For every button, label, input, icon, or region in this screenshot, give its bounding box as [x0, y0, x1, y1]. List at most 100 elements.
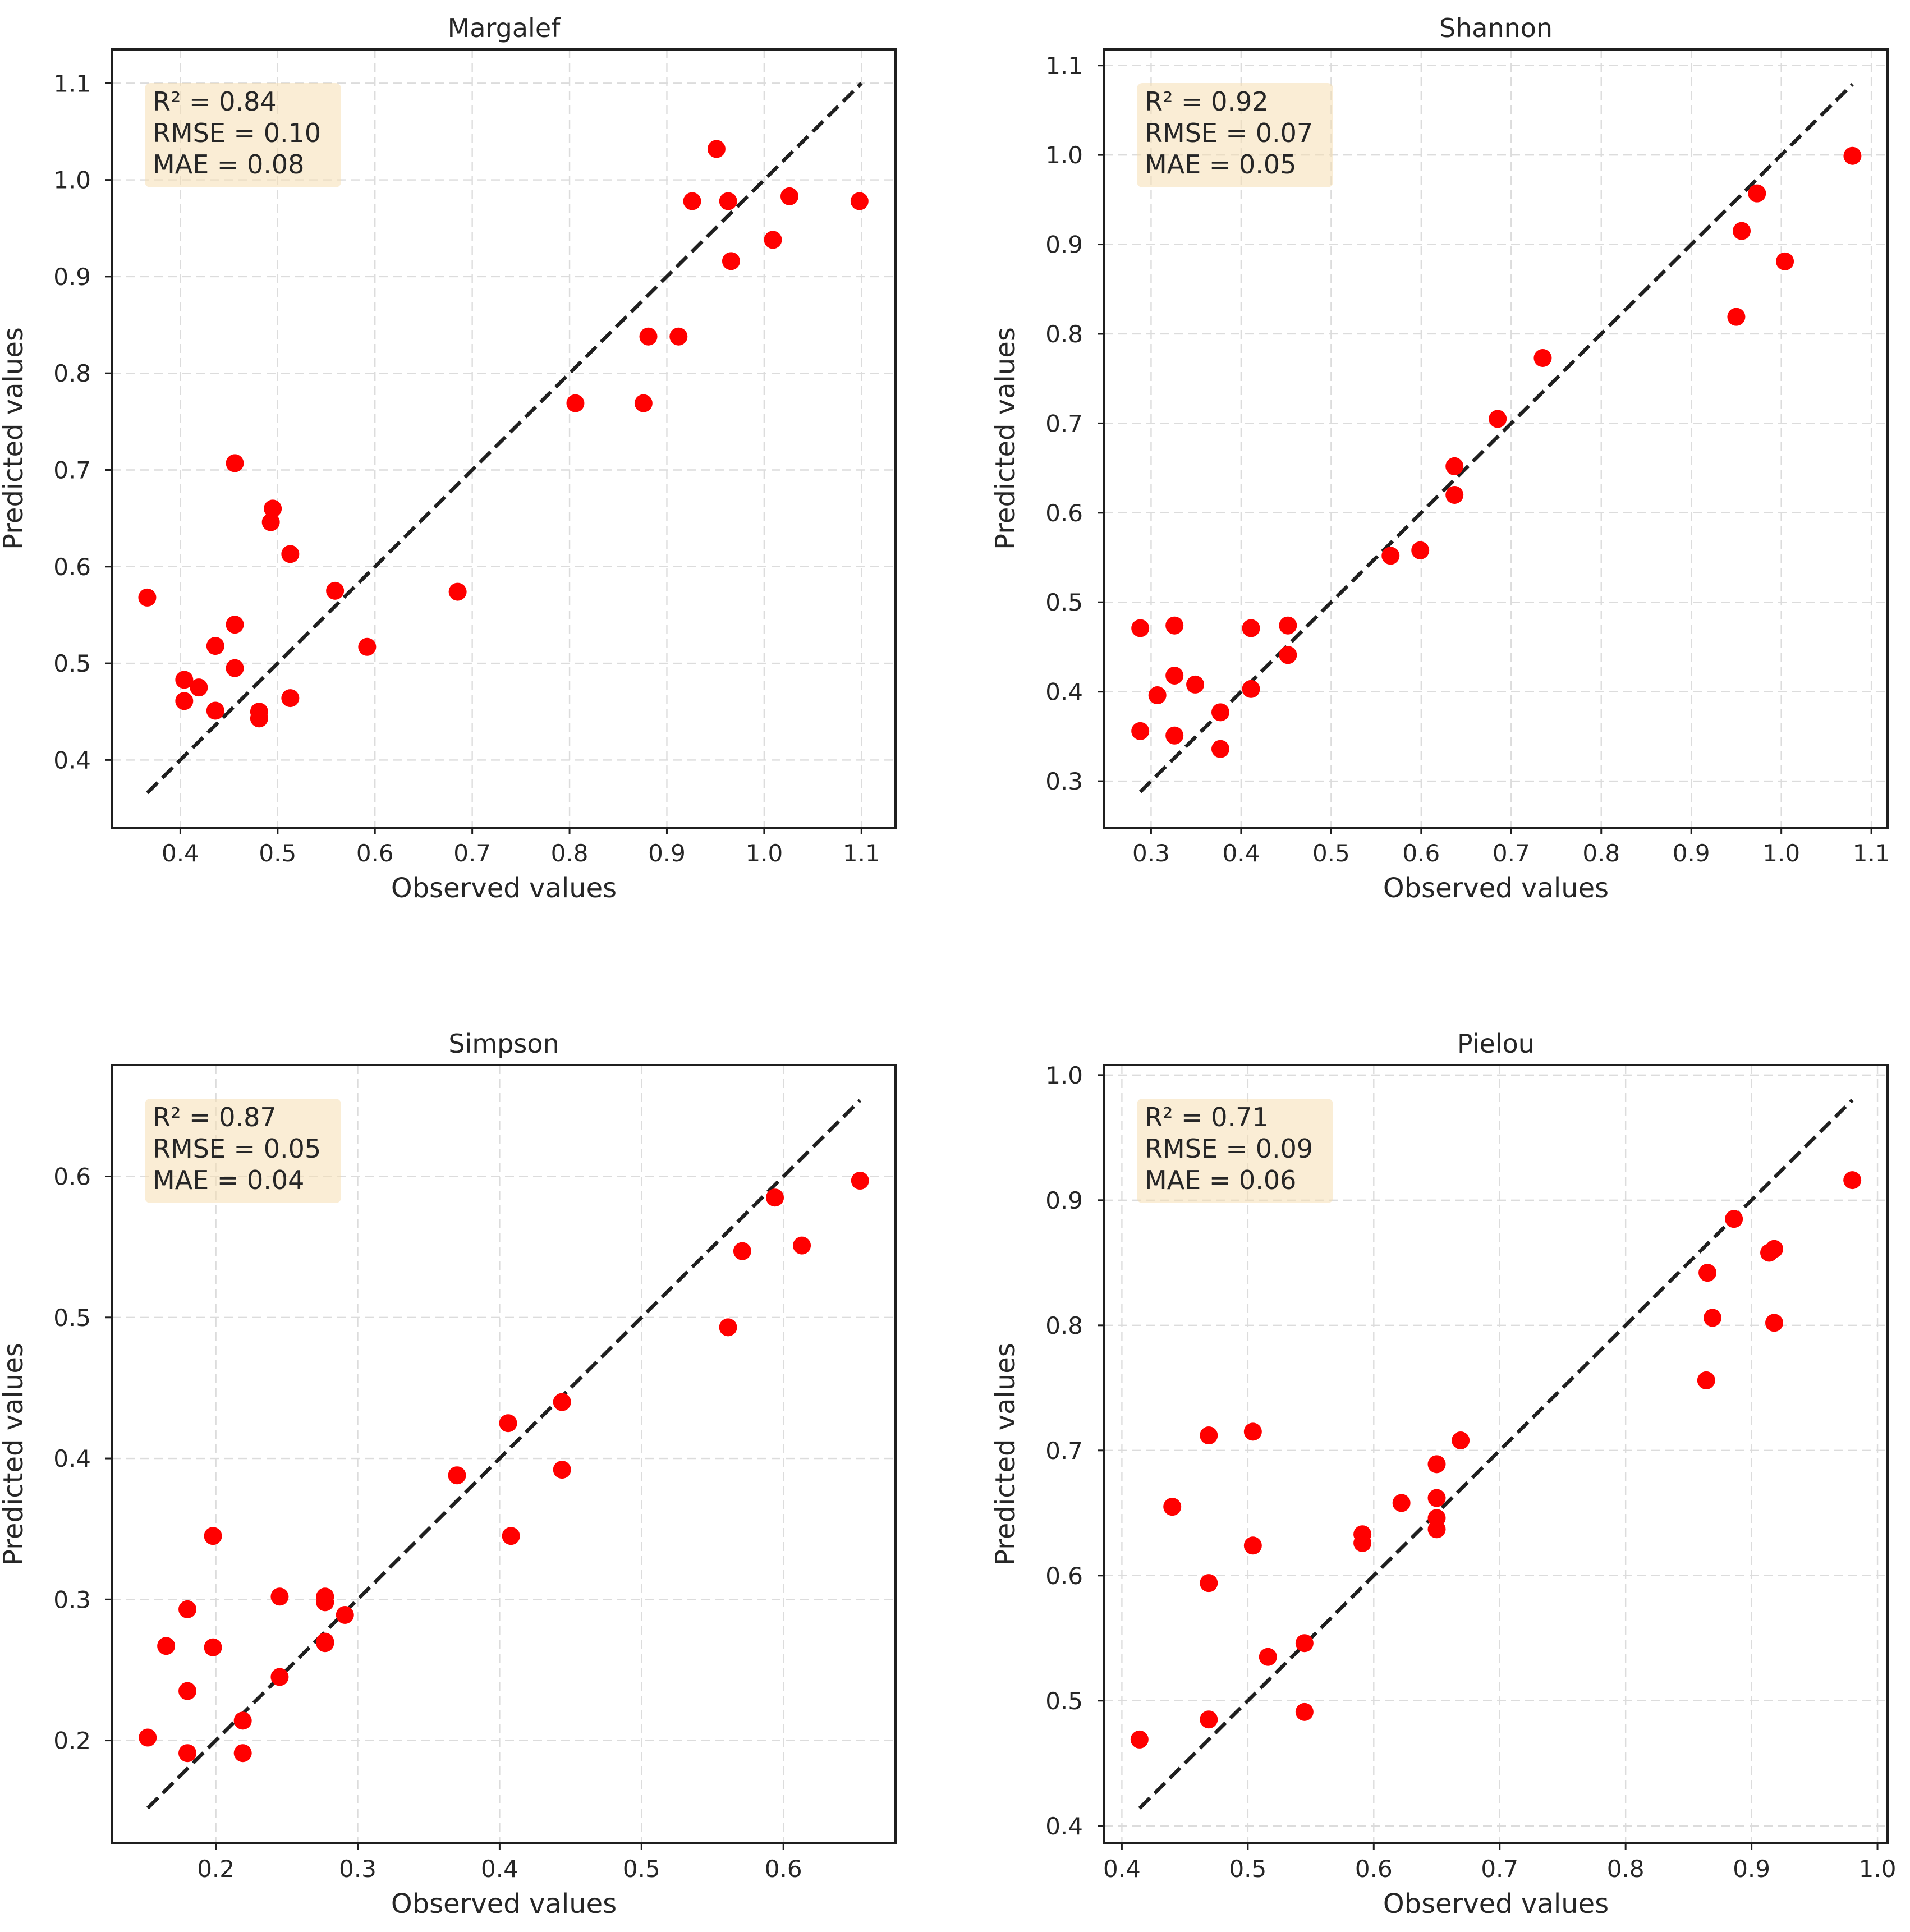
data-point [316, 1593, 334, 1612]
y-tick-label: 0.9 [53, 263, 91, 291]
stats-line: RMSE = 0.10 [153, 118, 321, 148]
chart-title: Margalef [448, 13, 561, 43]
stats-line: RMSE = 0.05 [153, 1133, 321, 1164]
x-tick-label: 0.3 [1132, 839, 1170, 867]
x-tick-label: 0.5 [259, 839, 296, 867]
x-tick-label: 1.1 [843, 839, 880, 867]
data-point [281, 545, 300, 563]
stats-line: R² = 0.87 [153, 1102, 277, 1132]
x-tick-label: 0.2 [197, 1855, 235, 1883]
x-axis-label: Observed values [1383, 873, 1609, 904]
x-tick-label: 1.0 [1859, 1855, 1897, 1883]
chart-title: Shannon [1439, 13, 1553, 43]
data-point [139, 1728, 157, 1747]
data-point [1445, 485, 1464, 504]
x-tick-label: 0.6 [765, 1855, 802, 1883]
chart-pielou: 0.4 0.5 0.6 0.7 0.8 0.9 1.0 0.4 0.5 0.6 0.7 0.8 0.9 1… [990, 1029, 1896, 1920]
data-point [178, 1744, 197, 1763]
x-tick-label: 0.3 [339, 1855, 377, 1883]
data-point [157, 1637, 176, 1655]
data-point [1727, 308, 1746, 326]
y-tick-label: 0.7 [1045, 410, 1083, 437]
x-axis-label: Observed values [1383, 1888, 1609, 1920]
data-point [1243, 1536, 1262, 1555]
plot-frame [1103, 1064, 1889, 1844]
stats-line: RMSE = 0.07 [1145, 118, 1313, 148]
x-tick-label: 0.7 [1493, 839, 1530, 867]
data-point [358, 637, 377, 656]
stats-line: R² = 0.71 [1145, 1102, 1269, 1132]
identity-line [146, 1099, 862, 1810]
data-point [178, 1600, 197, 1618]
data-point [683, 192, 701, 210]
data-point [1211, 740, 1229, 758]
data-point [1748, 184, 1766, 203]
y-tick-label: 0.4 [53, 1445, 91, 1472]
data-point [226, 659, 244, 677]
x-tick-label: 0.7 [1481, 1855, 1518, 1883]
data-point [639, 327, 658, 346]
data-point [1200, 1710, 1218, 1729]
data-point [1427, 1455, 1446, 1474]
x-tick-label: 1.0 [1762, 839, 1800, 867]
y-tick-label: 0.3 [53, 1586, 91, 1613]
chart-title: Simpson [448, 1029, 559, 1059]
x-tick-label: 1.1 [1853, 839, 1890, 867]
data-point [336, 1605, 354, 1624]
data-point [1131, 722, 1150, 740]
data-point [634, 394, 653, 412]
y-tick-label: 0.8 [53, 360, 91, 387]
x-axis-label: Observed values [391, 873, 617, 904]
data-point [270, 1587, 289, 1606]
data-point [1165, 726, 1184, 745]
data-point [1242, 619, 1260, 637]
y-tick-label: 0.7 [1045, 1437, 1083, 1465]
stats-line: MAE = 0.05 [1145, 149, 1296, 180]
data-point [1279, 646, 1297, 664]
data-point [1186, 675, 1205, 694]
data-point [204, 1638, 222, 1656]
y-tick-label: 0.7 [53, 456, 91, 484]
data-point [1843, 146, 1862, 165]
data-point [707, 140, 726, 158]
data-point [793, 1236, 811, 1255]
data-point [1776, 252, 1794, 270]
x-tick-label: 0.4 [481, 1855, 518, 1883]
identity-line [146, 81, 863, 795]
data-point [1211, 703, 1229, 722]
data-point [204, 1527, 222, 1545]
y-tick-label: 0.5 [53, 650, 91, 677]
data-point [766, 1188, 784, 1207]
data-point [250, 709, 268, 728]
stats-box [145, 1099, 341, 1203]
data-point [233, 1711, 252, 1730]
y-tick-label: 0.6 [53, 553, 91, 581]
stats-box [145, 83, 341, 187]
stats-line: MAE = 0.08 [153, 149, 304, 180]
data-point [448, 582, 467, 601]
x-tick-label: 0.5 [623, 1855, 660, 1883]
data-point [1295, 1634, 1314, 1653]
data-point [1698, 1264, 1717, 1282]
x-tick-label: 0.5 [1229, 1855, 1266, 1883]
x-tick-label: 0.6 [1402, 839, 1440, 867]
data-point [206, 701, 224, 720]
data-point [1765, 1240, 1784, 1258]
data-point [190, 678, 208, 697]
data-point [719, 1318, 737, 1337]
data-point [764, 231, 782, 249]
plot-frame [111, 48, 897, 829]
data-point [226, 616, 244, 634]
x-tick-label: 0.4 [162, 839, 199, 867]
data-point [1725, 1210, 1743, 1228]
y-tick-label: 0.4 [53, 746, 91, 774]
data-point [226, 454, 244, 472]
x-axis-label: Observed values [391, 1888, 617, 1920]
y-tick-label: 0.9 [1045, 231, 1083, 259]
data-point [1242, 680, 1260, 698]
data-point [1381, 547, 1400, 565]
y-axis-label: Predicted values [0, 327, 29, 550]
x-tick-label: 0.9 [1733, 1855, 1770, 1883]
stats-line: MAE = 0.04 [153, 1165, 304, 1195]
